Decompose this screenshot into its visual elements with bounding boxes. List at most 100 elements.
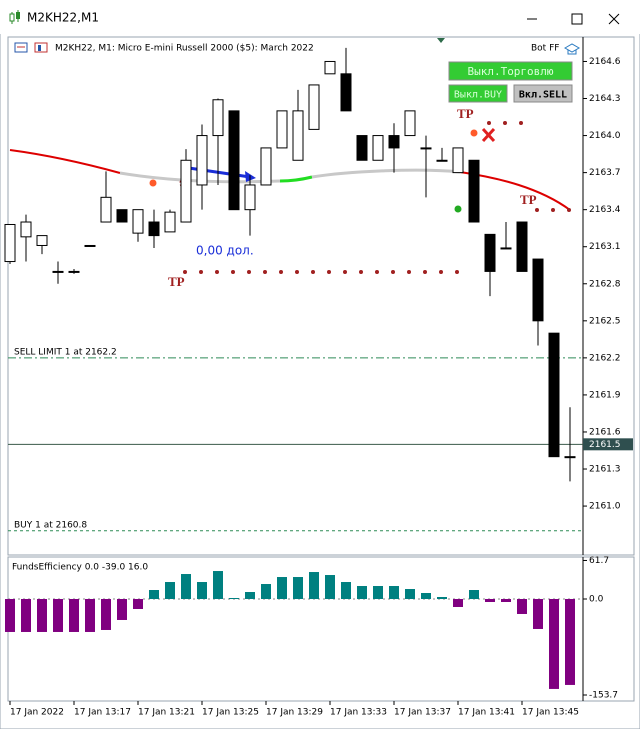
bar	[117, 598, 127, 620]
candle-body	[228, 110, 240, 211]
bar	[293, 577, 303, 599]
bar	[309, 572, 319, 599]
tp-dot	[183, 270, 187, 274]
tp-dot	[311, 270, 315, 274]
tp-dot	[247, 270, 251, 274]
candle-body	[276, 110, 288, 149]
bar	[37, 598, 47, 632]
candle-body	[388, 135, 400, 149]
order-label: BUY 1 at 2160.8	[14, 520, 87, 530]
tp-label: TP	[168, 274, 185, 289]
order-label: SELL LIMIT 1 at 2162.2	[14, 347, 117, 357]
bar	[533, 598, 543, 629]
close-button[interactable]	[608, 13, 620, 25]
tp-dot	[423, 270, 427, 274]
bar	[5, 598, 15, 632]
tp-dot	[551, 208, 555, 212]
x-tick-label: 17 Jan 13:33	[330, 708, 387, 718]
scroll-marker	[437, 38, 445, 43]
bar	[101, 598, 111, 630]
bar	[213, 571, 223, 599]
candle-body	[548, 332, 560, 458]
bar	[389, 586, 399, 599]
candle-body	[324, 60, 336, 75]
candle-body	[132, 209, 144, 234]
button-label[interactable]: Вкл.SELL	[519, 90, 567, 101]
tp-dot	[519, 121, 523, 125]
candle-body	[484, 233, 496, 272]
bar	[501, 598, 511, 602]
button[interactable]	[448, 61, 573, 81]
ma-line	[311, 168, 461, 179]
bar	[405, 589, 415, 599]
candle-body	[500, 247, 512, 250]
candle-body	[308, 84, 320, 130]
tp-label: TP	[457, 106, 474, 121]
bar	[373, 586, 383, 599]
bar	[245, 592, 255, 599]
candle-body	[420, 147, 432, 150]
maximize-button[interactable]	[571, 13, 583, 25]
bar	[565, 598, 575, 685]
y-tick-label: 2164.3	[589, 94, 621, 104]
header-icons	[14, 42, 48, 53]
window-title: M2KH22,M1	[27, 11, 99, 25]
bar	[181, 574, 191, 599]
chart-title: M2KH22, M1: Micro E-mini Russell 2000 ($…	[55, 44, 314, 54]
candle-body	[372, 135, 384, 161]
y-tick-label: 2161.3	[589, 465, 621, 475]
candle-body	[292, 110, 304, 161]
y-tick-label: 2164.6	[589, 57, 621, 67]
tp-dot	[231, 270, 235, 274]
x-tick-label: 17 Jan 13:41	[458, 708, 515, 718]
main-chart-frame	[7, 36, 635, 556]
y-tick-label: 2162.8	[589, 279, 621, 289]
bar	[437, 597, 447, 599]
x-tick-label: 17 Jan 13:37	[394, 708, 451, 718]
bar	[517, 598, 527, 614]
candle-body	[452, 147, 464, 174]
candle-body	[244, 184, 256, 211]
ma-line	[9, 149, 121, 174]
button[interactable]	[513, 84, 573, 103]
tp-dot	[343, 270, 347, 274]
candle-body	[84, 244, 96, 247]
candle-body	[404, 110, 416, 137]
bar	[469, 590, 479, 599]
bar	[341, 582, 351, 599]
tp-label: TP	[520, 192, 537, 207]
button-label[interactable]: Выкл.Торговлю	[467, 65, 553, 78]
tp-dot	[503, 121, 507, 125]
bar	[325, 575, 335, 599]
candle-body	[116, 209, 128, 223]
candle-body	[100, 196, 112, 223]
candle-body	[4, 223, 16, 263]
x-tick-label: 17 Jan 13:21	[138, 708, 195, 718]
tp-dot	[455, 270, 459, 274]
y-tick-label: 2161.6	[589, 427, 621, 437]
tp-dot	[375, 270, 379, 274]
bar	[69, 598, 79, 632]
tp-dot	[359, 270, 363, 274]
x-tick-label: 17 Jan 13:29	[266, 708, 323, 718]
price-tag-label: 2161.5	[589, 440, 621, 450]
candle-body	[340, 73, 352, 112]
tp-dot	[327, 270, 331, 274]
indicator-title: FundsEfficiency 0.0 -39.0 16.0	[12, 563, 148, 573]
button[interactable]	[448, 84, 508, 103]
tp-dot	[215, 270, 219, 274]
badge: Bot FF	[531, 44, 559, 54]
candle-body	[164, 211, 176, 233]
x-tick-label: 17 Jan 13:25	[202, 708, 259, 718]
bar	[197, 582, 207, 599]
tp-dot	[391, 270, 395, 274]
y-tick-label: 2161.0	[589, 502, 621, 512]
button-label[interactable]: Выкл.BUY	[454, 90, 502, 101]
bar	[357, 586, 367, 599]
bar	[261, 584, 271, 599]
title-bar	[0, 0, 640, 34]
bar	[549, 598, 559, 689]
bar	[485, 598, 495, 602]
tp-dot	[279, 270, 283, 274]
